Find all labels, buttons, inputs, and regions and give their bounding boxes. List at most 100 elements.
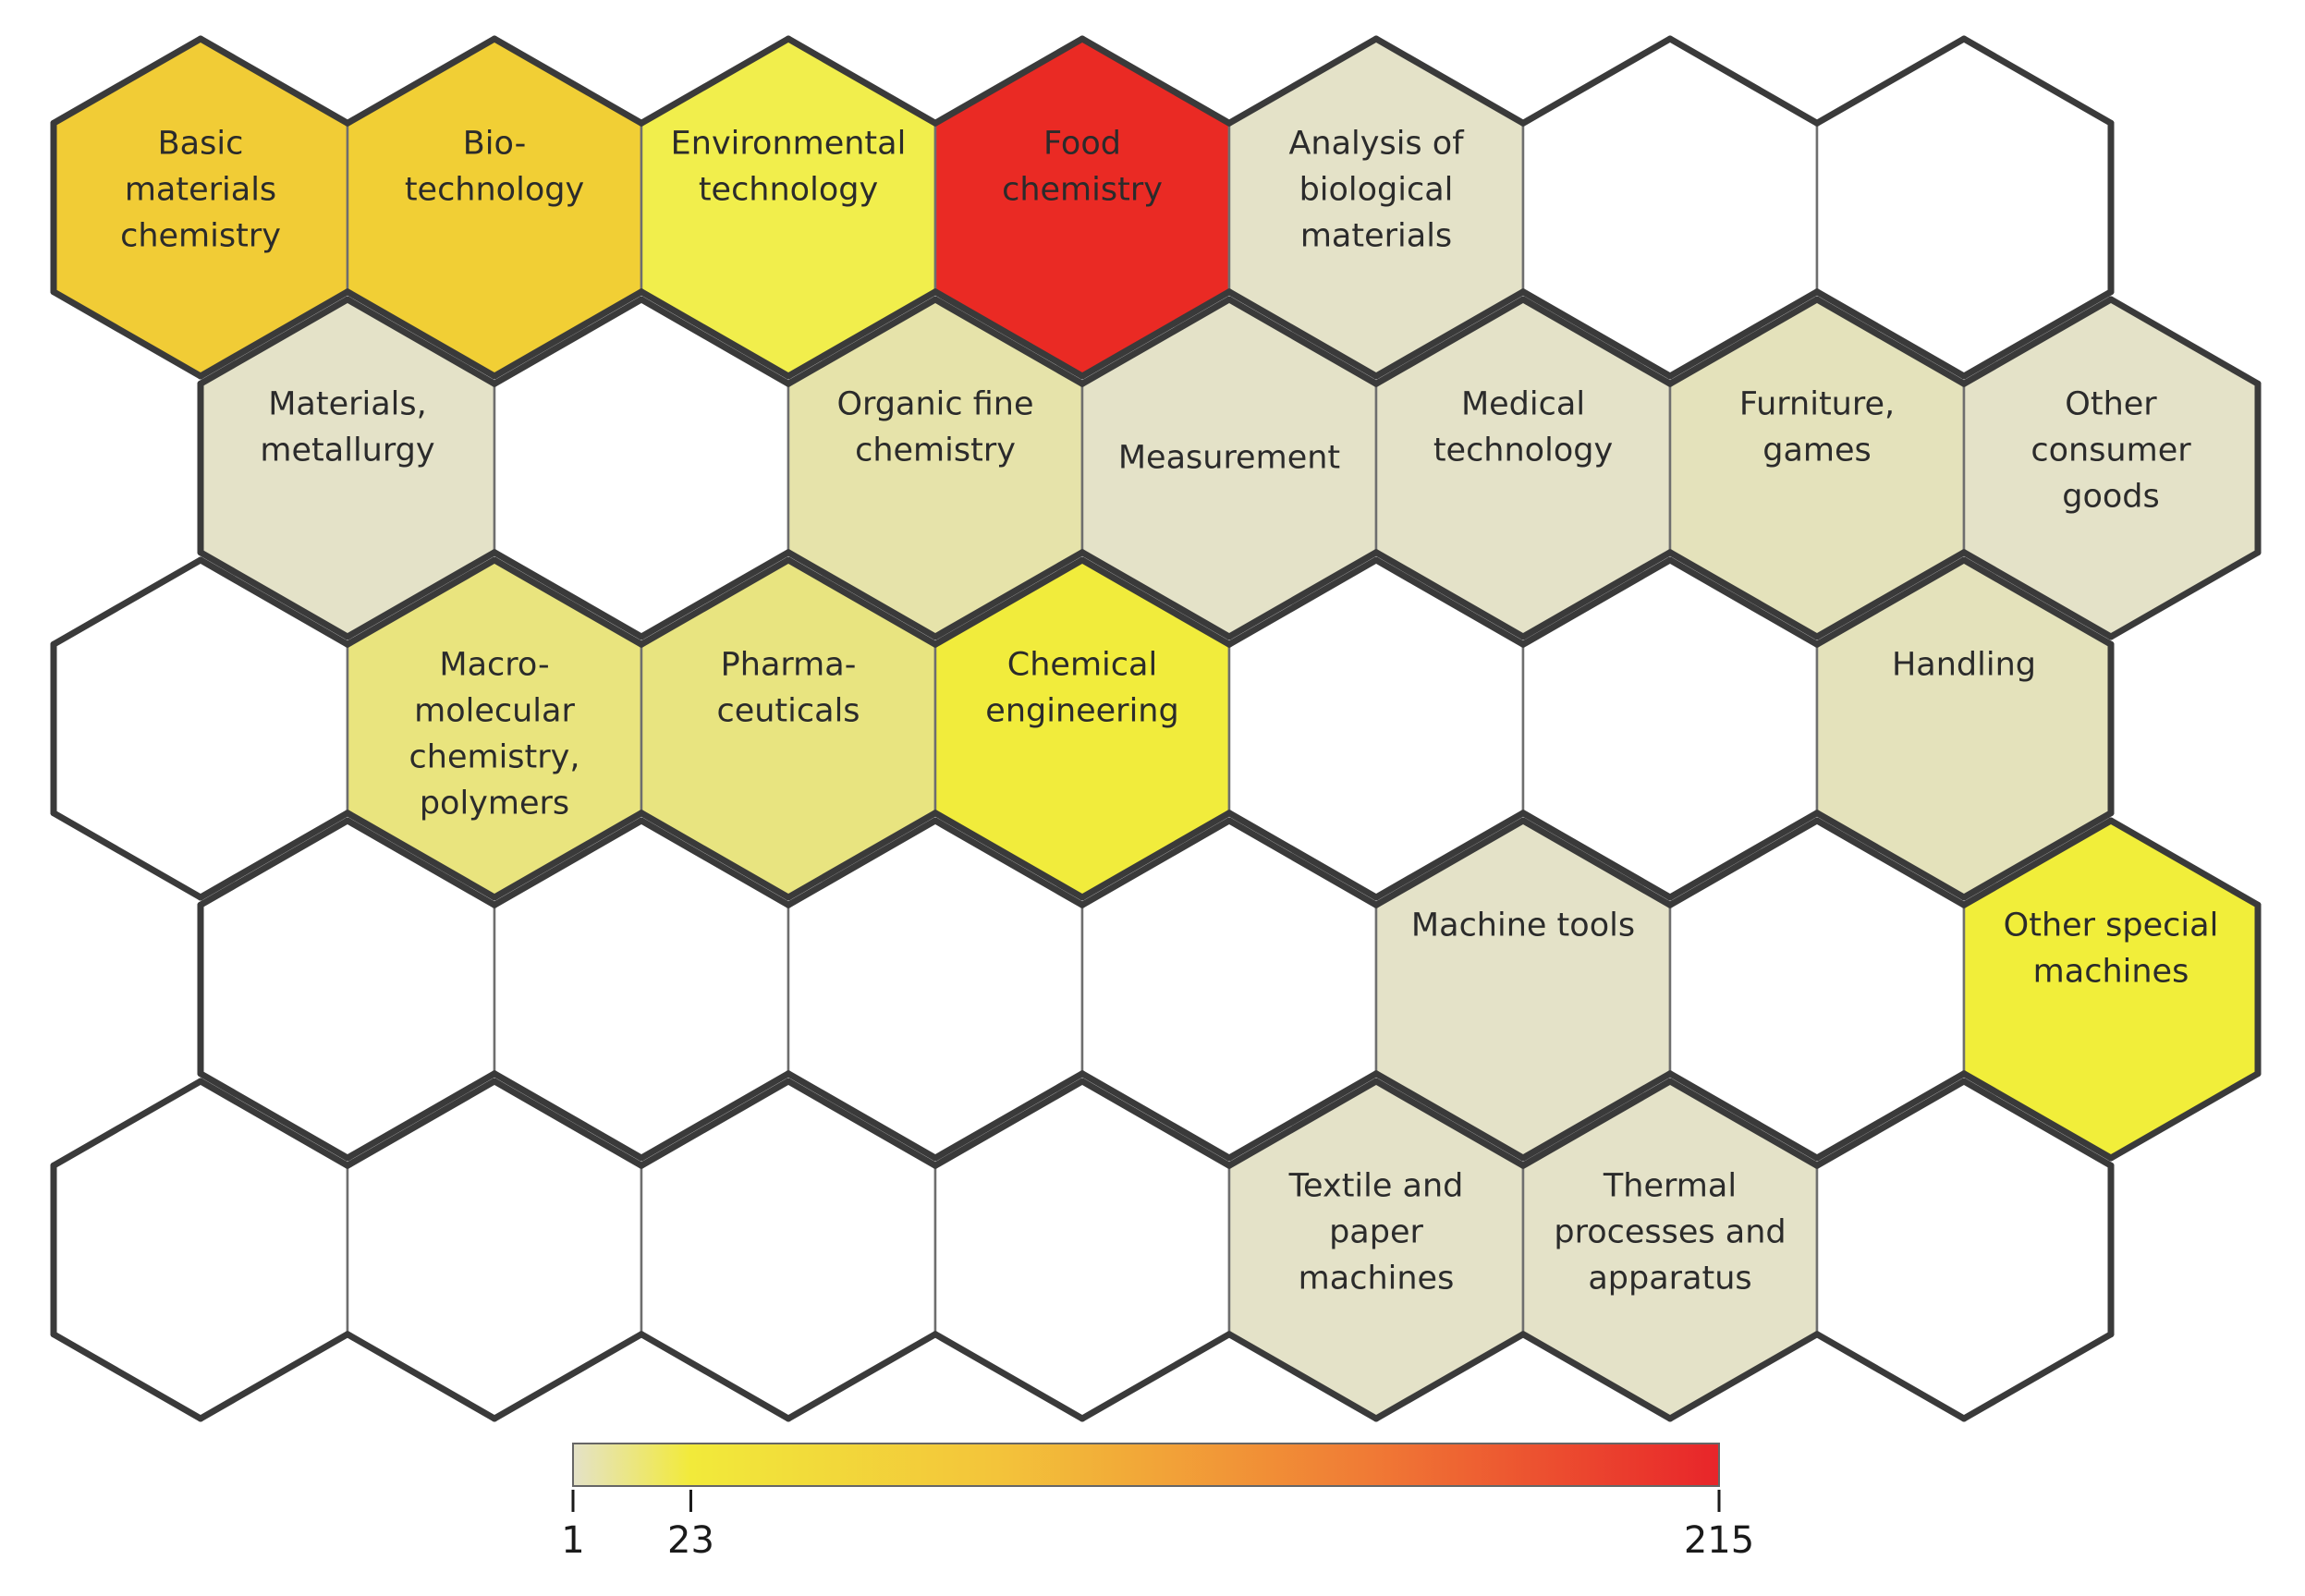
outer-border-segment [638,549,792,640]
outer-border-segment [1813,35,1968,127]
outer-border-segment [1960,35,2115,127]
outer-border-segment [344,288,498,380]
outer-border-segment [1960,1070,2115,1162]
outer-border-segment [1813,1070,1968,1162]
outer-border-segment [785,1070,939,1162]
outer-border-segment [1226,817,1380,908]
outer-border-segment [1666,288,1821,380]
outer-border-segment [1226,35,1380,127]
outer-border-segment [638,1331,792,1422]
hex-label-food-chemistry: Food chemistry [1002,126,1163,209]
hex-label-line: biological [1299,172,1454,209]
hex-label-line: chemistry [855,433,1016,469]
outer-border-segment [932,35,1086,127]
outer-border-segment [1813,556,1968,648]
hex-label-macro-molecular-chemistry-polymers: Macro-molecular chemistry, polymers [409,647,580,822]
outer-border-segment [1813,549,1968,640]
outer-border-segment [1079,556,1233,648]
outer-border-segment [491,1331,645,1422]
outer-border-segment [1519,1078,1674,1169]
hex-label-line: technology [1433,433,1613,469]
outer-border-segment [785,35,939,127]
hex-label-line: paper [1329,1214,1423,1251]
outer-border-segment [2107,817,2262,908]
outer-border-segment [1960,1078,2115,1169]
hex-label-line: technology [405,172,584,209]
outer-border-segment [1519,35,1674,127]
outer-border-segment [932,296,1086,387]
outer-border-segment [638,296,792,387]
hex-label-line: Basic [158,126,244,163]
hex-label-line: Other [2065,386,2157,423]
hex-label-furniture-games: Furniture, games [1739,386,1895,469]
hex-label-line: Pharma- [721,647,857,684]
hex-label-line: polymers [420,786,569,822]
outer-border-segment [1372,1070,1527,1162]
outer-border-segment [197,35,351,127]
outer-border-segment [785,1331,939,1422]
hex-label-line: Measurement [1118,440,1340,477]
outer-border-segment [1666,1070,1821,1162]
hex-label-line: goods [2062,479,2160,516]
hex-label-other-consumer-goods: Other consumer goods [2031,386,2191,516]
outer-border-segment [1813,1331,1968,1422]
outer-border-segment [1666,556,1821,648]
outer-border-segment [1813,817,1968,908]
colorbar-tick-label: 215 [1684,1519,1754,1562]
outer-border-segment [344,1331,498,1422]
colorbar-bar [572,1443,1720,1487]
hex-label-line: materials [1300,218,1452,255]
outer-border-segment [1226,296,1380,387]
outer-border-segment [1372,556,1527,648]
outer-border-segment [638,288,792,380]
hex-label-materials-metallurgy: Materials, metallurgy [260,386,434,469]
hex-label-other-special-machines: Other special machines [2004,908,2219,991]
colorbar: 1 23 215 [561,1443,1754,1562]
hex-label-line: metallurgy [260,433,434,469]
hex-label-line: Machine tools [1411,908,1635,944]
hex-grid [52,37,2260,1420]
outer-border-segment [197,1078,351,1169]
outer-border-segment [344,549,498,640]
outer-border-segment [1519,288,1674,380]
hex-label-environmental-technology: Environmental technology [671,126,907,209]
outer-border-segment [638,817,792,908]
outer-border-segment [932,549,1086,640]
outer-border-segment [1079,1070,1233,1162]
hex-label-line: Food [1043,126,1121,163]
outer-border-segment [1226,1331,1380,1422]
outer-border-segment [1960,817,2115,908]
outer-border-segment [1960,1331,2115,1422]
outer-border-segment [1666,817,1821,908]
outer-border-segment [1519,1331,1674,1422]
outer-border-segment [1372,35,1527,127]
outer-border-segment [491,1070,645,1162]
outer-border-segment [1226,549,1380,640]
hex-label-line: materials [125,172,276,209]
hex-label-line: games [1762,433,1872,469]
outer-border-segment [344,810,498,901]
outer-border-segment [1372,1078,1527,1169]
outer-border-segment [344,556,498,648]
colorbar-tick-label: 23 [667,1519,714,1562]
outer-border-segment [491,549,645,640]
outer-border-segment [1813,810,1968,901]
outer-border-segment [1372,810,1527,901]
outer-border-segment [785,549,939,640]
hex-label-chemical-engineering: Chemical engineering [985,647,1178,730]
outer-border-segment [1813,1078,1968,1169]
outer-border-segment [638,35,792,127]
hex-label-analysis-of-biological-materials: Analysis of biological materials [1288,126,1464,255]
outer-border-segment [491,288,645,380]
outer-border-segment [1079,810,1233,901]
hex-label-line: apparatus [1588,1261,1751,1298]
hex-label-line: consumer [2031,433,2191,469]
outer-border-segment [1079,1331,1233,1422]
hex-label-line: technology [699,172,878,209]
outer-border-segment [491,556,645,648]
outer-border-segment [785,817,939,908]
outer-border-segment [1666,810,1821,901]
outer-border-segment [1226,556,1380,648]
outer-border-segment [50,1078,204,1169]
